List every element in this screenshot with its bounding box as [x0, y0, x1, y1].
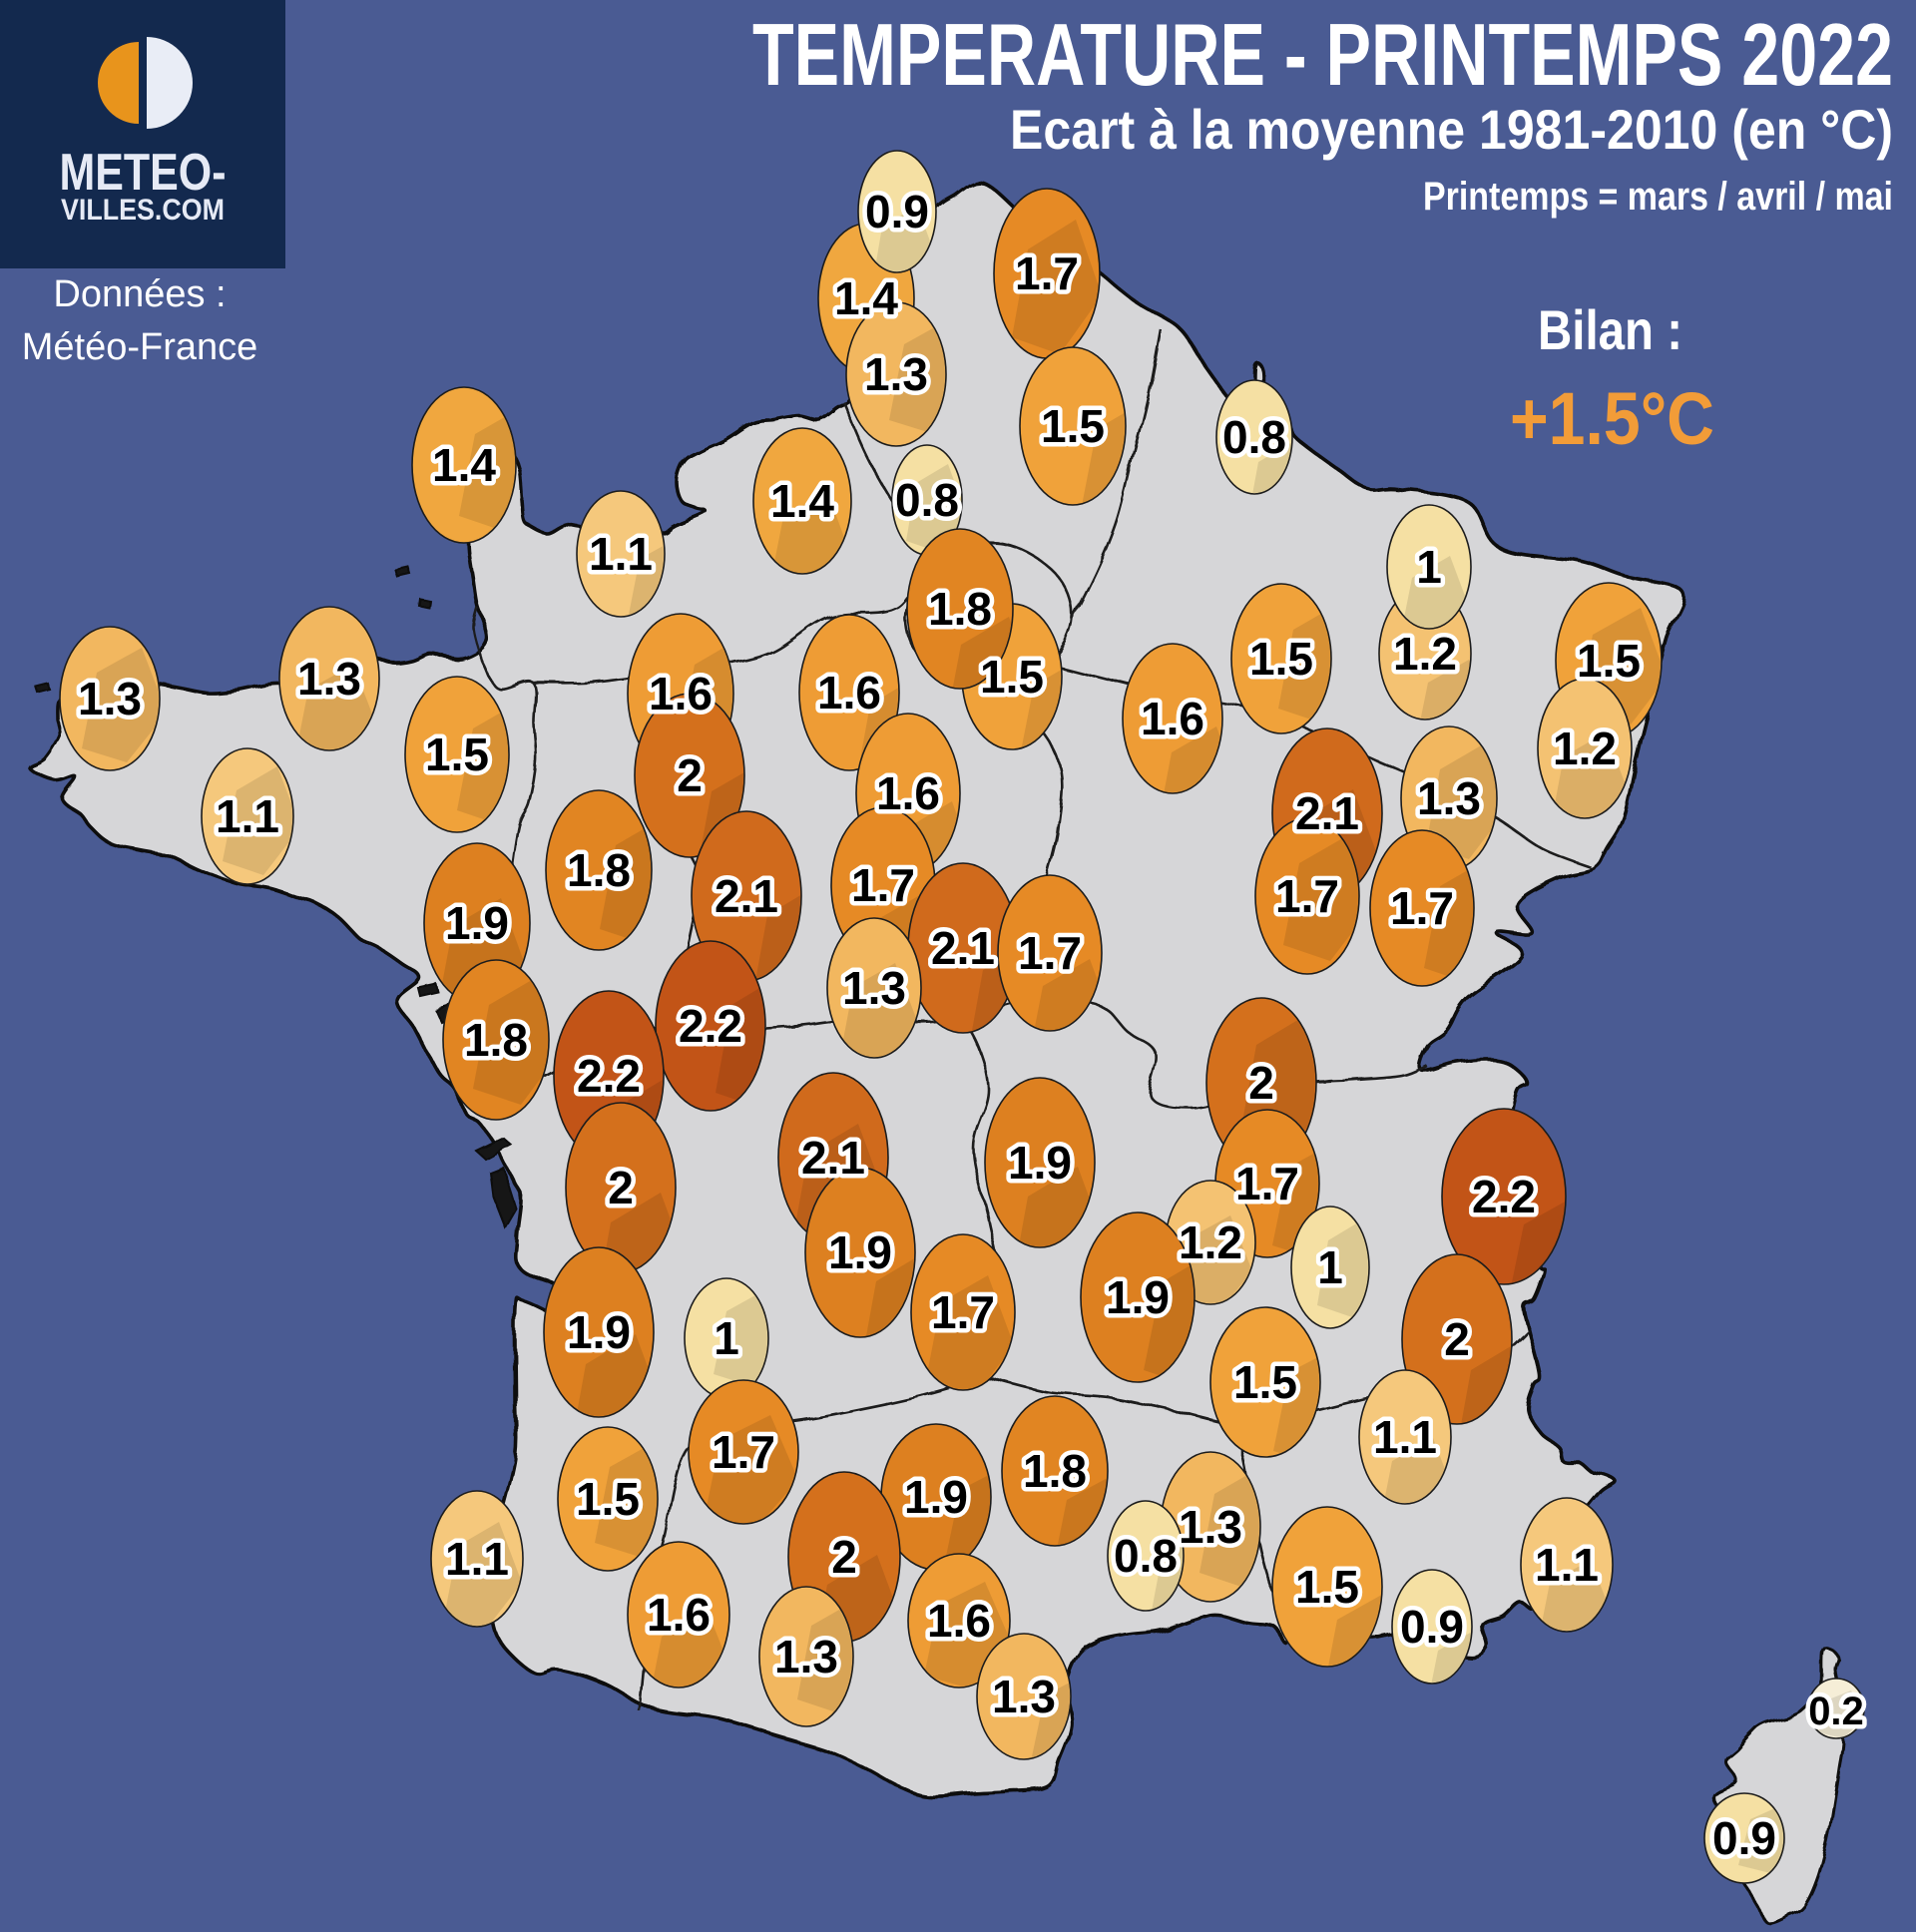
- svg-text:1.8: 1.8: [464, 1014, 528, 1066]
- svg-text:1.5: 1.5: [576, 1473, 640, 1525]
- svg-text:1.5: 1.5: [425, 728, 489, 780]
- svg-text:1: 1: [1317, 1241, 1343, 1293]
- svg-text:1.8: 1.8: [1023, 1445, 1087, 1497]
- svg-text:1.9: 1.9: [445, 897, 509, 949]
- svg-text:0.8: 0.8: [1222, 411, 1286, 463]
- svg-text:2.2: 2.2: [679, 1000, 742, 1052]
- svg-text:1.3: 1.3: [78, 673, 142, 724]
- svg-text:Bilan :: Bilan :: [1538, 298, 1682, 361]
- svg-text:1.6: 1.6: [647, 1589, 711, 1641]
- svg-text:0.9: 0.9: [1712, 1812, 1776, 1864]
- svg-text:2.2: 2.2: [1472, 1171, 1536, 1222]
- svg-text:1.2: 1.2: [1553, 723, 1617, 774]
- svg-text:2: 2: [677, 749, 703, 801]
- svg-text:1.5: 1.5: [1233, 1356, 1297, 1408]
- svg-text:1.5: 1.5: [1249, 633, 1313, 685]
- svg-text:2.2: 2.2: [577, 1050, 641, 1102]
- svg-text:1.6: 1.6: [649, 668, 713, 720]
- svg-text:1.7: 1.7: [1275, 870, 1339, 922]
- svg-text:2: 2: [831, 1531, 857, 1583]
- svg-text:2: 2: [608, 1162, 634, 1213]
- svg-text:1.7: 1.7: [1390, 882, 1454, 934]
- svg-text:1.2: 1.2: [1179, 1216, 1242, 1268]
- svg-text:1.9: 1.9: [828, 1226, 892, 1278]
- svg-text:0.8: 0.8: [895, 474, 959, 526]
- svg-text:1.4: 1.4: [834, 272, 898, 324]
- svg-text:1.9: 1.9: [1106, 1271, 1170, 1323]
- svg-text:VILLES.COM: VILLES.COM: [61, 194, 225, 227]
- svg-text:Météo-France: Météo-France: [22, 326, 258, 368]
- svg-text:1.3: 1.3: [297, 653, 361, 705]
- svg-text:1.7: 1.7: [931, 1286, 995, 1338]
- svg-text:2.1: 2.1: [715, 870, 778, 922]
- svg-text:1.4: 1.4: [770, 475, 834, 527]
- svg-text:1.1: 1.1: [1373, 1411, 1437, 1463]
- svg-text:2.1: 2.1: [1295, 787, 1359, 839]
- svg-text:1.6: 1.6: [927, 1595, 991, 1647]
- svg-text:1: 1: [714, 1312, 739, 1364]
- svg-text:2.1: 2.1: [931, 922, 995, 974]
- svg-text:Ecart à la moyenne 1981-2010 (: Ecart à la moyenne 1981-2010 (en °C): [1010, 98, 1893, 161]
- svg-text:TEMPERATURE - PRINTEMPS 2022: TEMPERATURE - PRINTEMPS 2022: [752, 5, 1893, 104]
- svg-text:1.7: 1.7: [1018, 927, 1082, 979]
- svg-text:METEO-: METEO-: [60, 144, 227, 202]
- svg-text:1.3: 1.3: [1179, 1501, 1242, 1553]
- svg-text:2: 2: [1444, 1313, 1470, 1365]
- svg-text:1.8: 1.8: [928, 583, 992, 635]
- svg-text:1.3: 1.3: [1417, 772, 1481, 824]
- svg-text:Données :: Données :: [53, 273, 226, 315]
- svg-text:2.1: 2.1: [801, 1132, 865, 1184]
- svg-text:1.6: 1.6: [1141, 693, 1204, 744]
- svg-text:1: 1: [1416, 541, 1442, 593]
- svg-text:1.6: 1.6: [817, 667, 881, 719]
- svg-text:1.9: 1.9: [1008, 1137, 1072, 1189]
- svg-text:1.3: 1.3: [774, 1631, 838, 1683]
- svg-text:1.1: 1.1: [1535, 1539, 1599, 1591]
- svg-text:1.6: 1.6: [876, 767, 940, 819]
- svg-text:1.5: 1.5: [1577, 635, 1641, 687]
- svg-text:0.2: 0.2: [1808, 1690, 1864, 1733]
- svg-text:1.3: 1.3: [864, 348, 928, 400]
- svg-text:1.8: 1.8: [567, 844, 631, 896]
- svg-text:0.9: 0.9: [865, 186, 929, 238]
- svg-text:1.1: 1.1: [445, 1533, 509, 1585]
- svg-text:1.1: 1.1: [216, 790, 279, 842]
- svg-text:1.3: 1.3: [992, 1671, 1056, 1722]
- svg-text:1.2: 1.2: [1393, 628, 1457, 680]
- svg-text:1.1: 1.1: [589, 528, 653, 580]
- svg-text:1.7: 1.7: [712, 1426, 775, 1478]
- svg-text:+1.5°C: +1.5°C: [1510, 377, 1714, 460]
- svg-text:1.5: 1.5: [1041, 400, 1105, 452]
- svg-text:1.5: 1.5: [980, 651, 1044, 703]
- svg-text:1.7: 1.7: [851, 859, 915, 911]
- svg-text:1.9: 1.9: [904, 1471, 968, 1523]
- svg-text:1.4: 1.4: [432, 439, 496, 491]
- svg-text:1.3: 1.3: [842, 962, 906, 1014]
- svg-text:0.9: 0.9: [1400, 1601, 1464, 1653]
- svg-text:1.7: 1.7: [1015, 247, 1079, 299]
- svg-text:0.8: 0.8: [1114, 1530, 1178, 1582]
- svg-text:1.9: 1.9: [567, 1306, 631, 1358]
- svg-text:1.7: 1.7: [1235, 1158, 1299, 1209]
- svg-text:2: 2: [1248, 1057, 1274, 1109]
- svg-text:1.5: 1.5: [1295, 1561, 1359, 1613]
- svg-text:Printemps = mars / avril / mai: Printemps = mars / avril / mai: [1423, 175, 1893, 219]
